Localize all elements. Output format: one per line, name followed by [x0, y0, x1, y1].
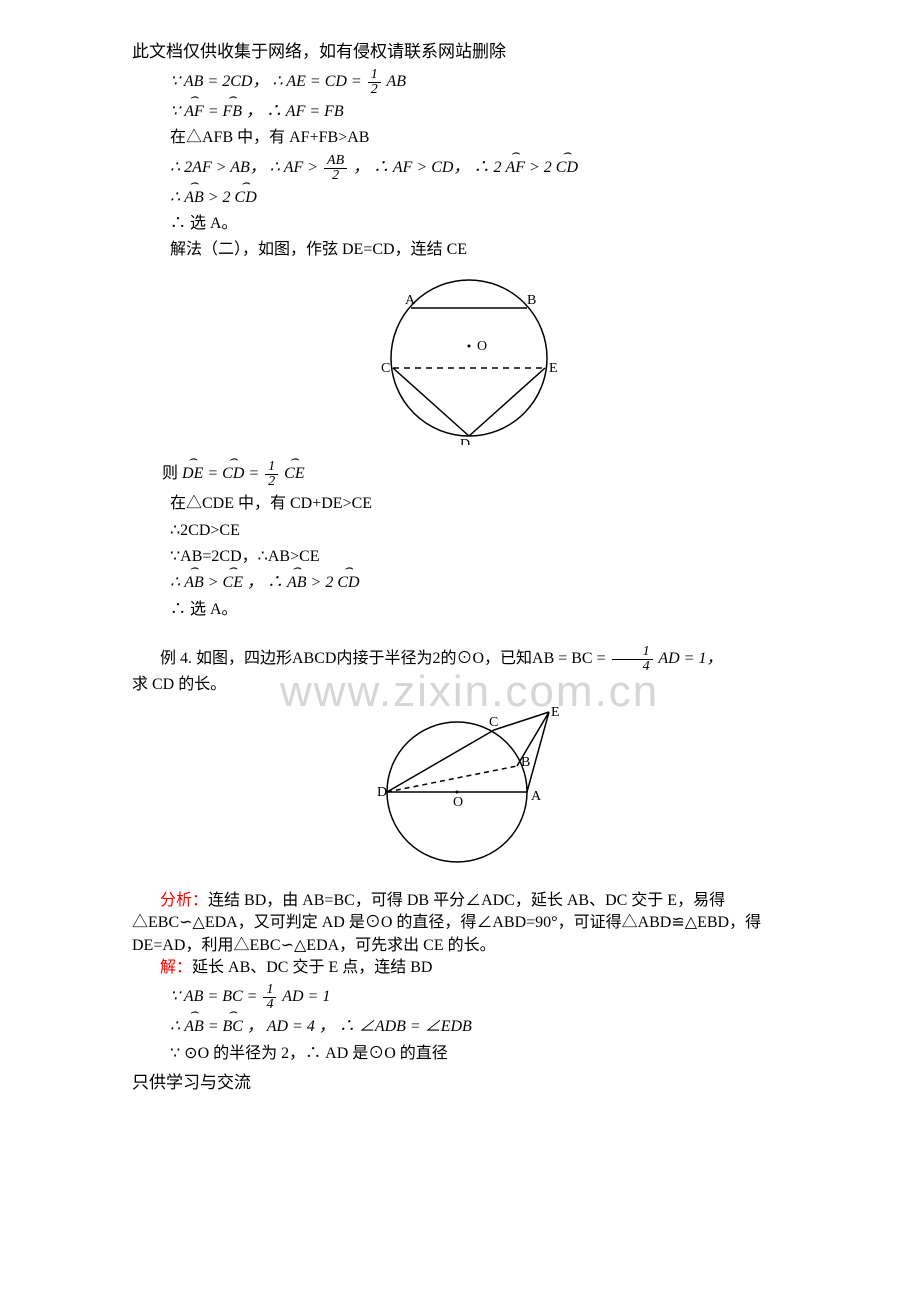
arc: BC — [223, 1016, 243, 1038]
svg-text:B: B — [521, 755, 530, 770]
fraction-quarter: 14 — [263, 983, 276, 1012]
fraction-quarter: 14 — [612, 645, 653, 674]
text: AD = 1 — [278, 989, 330, 1006]
math-line-5: ∴ AB > 2 CD — [170, 187, 805, 209]
text: 则 — [162, 465, 182, 482]
svg-text:O: O — [477, 339, 487, 354]
text: ∵ — [170, 103, 184, 120]
svg-text:D: D — [377, 785, 387, 800]
svg-text:A: A — [405, 293, 416, 308]
arc: DE — [182, 463, 203, 485]
analysis-block: 分析：连结 BD，由 AB=BC，可得 DB 平分∠ADC，延长 AB、DC 交… — [132, 890, 805, 957]
svg-text:C: C — [381, 361, 390, 376]
page-content: 此文档仅供收集于网络，如有侵权请联系网站删除 ∵ AB = 2CD， ∴ AE … — [0, 0, 920, 1115]
svg-text:E: E — [549, 361, 558, 376]
text: = — [203, 465, 222, 482]
text: ， ∴ AF = FB — [242, 103, 344, 120]
text: AB — [383, 73, 406, 90]
example-4: 例 4. 如图，四边形ABCD内接于半径为2的⊙O，已知AB = BC = 14… — [132, 645, 805, 696]
math-line-4: ∴ 2AF > AB， ∴ AF > AB2 ， ∴ AF > CD， ∴ 2 … — [170, 154, 805, 183]
text: ∴ — [170, 1018, 184, 1035]
arc: CD — [556, 157, 578, 179]
text: > 2 — [307, 574, 338, 591]
text: > 2 — [525, 159, 556, 176]
circle-diagram-2: D A B C E O — [349, 704, 589, 874]
solution-text: 延长 AB、DC 交于 E 点，连结 BD — [192, 959, 432, 976]
sol-line-1: ∵ AB = BC = 14 AD = 1 — [170, 983, 805, 1012]
text: ， AD = 4 ， ∴ ∠ADB = ∠EDB — [243, 1018, 472, 1035]
text: = — [204, 1018, 223, 1035]
text: = — [204, 103, 223, 120]
math-line-6: ∴ 选 A。 — [170, 213, 805, 235]
text: AD = 1， — [655, 650, 723, 667]
text: > 2 — [204, 189, 235, 206]
svg-text:C: C — [489, 715, 498, 730]
solution-block: 解：延长 AB、DC 交于 E 点，连结 BD — [132, 957, 805, 979]
math-line-7: 解法（二），如图，作弦 DE=CD，连结 CE — [170, 239, 805, 261]
arc: CD — [235, 187, 257, 209]
figure-1: A B C E D O — [132, 270, 805, 452]
arc: CD — [337, 572, 359, 594]
arc: AB — [184, 572, 204, 594]
text: > — [204, 574, 223, 591]
math-line-2: ∵ AF = FB ， ∴ AF = FB — [170, 101, 805, 123]
svg-text:D: D — [459, 437, 469, 445]
math-line-8: 则 DE = CD = 12 CE — [162, 460, 805, 489]
text: ， ∴ AF > CD， — [349, 159, 469, 176]
arc-fb: FB — [223, 101, 243, 123]
text: 例 4. 如图，四边形ABCD内接于半径为2的⊙O，已知AB = BC = — [160, 650, 610, 667]
text: ∵ AB = BC = — [170, 989, 261, 1006]
example-4-problem-2: 求 CD 的长。 — [132, 674, 805, 696]
fraction-half: 12 — [265, 460, 278, 489]
svg-text:O: O — [453, 795, 463, 810]
fraction-ab2: AB2 — [324, 154, 347, 183]
sol-line-2: ∴ AB = BC ， AD = 4 ， ∴ ∠ADB = ∠EDB — [170, 1016, 805, 1038]
text: ∴ — [170, 189, 184, 206]
arc: AF — [505, 157, 525, 179]
math-line-11: ∵AB=2CD，∴AB>CE — [170, 546, 805, 568]
arc: AB — [184, 187, 204, 209]
sol-line-3: ∵ ⊙O 的半径为 2，∴ AD 是⊙O 的直径 — [170, 1043, 805, 1065]
arc: AB — [287, 572, 307, 594]
figure-2: D A B C E O — [132, 704, 805, 881]
arc: CE — [223, 572, 243, 594]
text: ∴ 2AF > AB， — [170, 159, 266, 176]
text: ∴ AE = CD = — [272, 73, 365, 90]
text: ∴ — [170, 574, 184, 591]
arc: CE — [284, 463, 304, 485]
math-line-1: ∵ AB = 2CD， ∴ AE = CD = 12 AB — [170, 68, 805, 97]
text: ， ∴ — [243, 574, 287, 591]
example-4-problem: 例 4. 如图，四边形ABCD内接于半径为2的⊙O，已知AB = BC = 14… — [132, 645, 805, 674]
text: = — [244, 465, 263, 482]
solution-label: 解： — [160, 959, 192, 976]
svg-text:A: A — [531, 789, 542, 804]
analysis-label: 分析： — [160, 892, 208, 909]
arc-af: AF — [184, 101, 204, 123]
footer-note: 只供学习与交流 — [132, 1071, 805, 1095]
circle-diagram-1: A B C E D O — [359, 270, 579, 445]
svg-text:E: E — [551, 705, 560, 720]
math-line-12: ∴ AB > CE ， ∴ AB > 2 CD — [170, 572, 805, 594]
svg-text:B: B — [527, 293, 536, 308]
math-line-10: ∴2CD>CE — [170, 520, 805, 542]
header-note: 此文档仅供收集于网络，如有侵权请联系网站删除 — [132, 40, 805, 64]
math-line-9: 在△CDE 中，有 CD+DE>CE — [170, 493, 805, 515]
text: ∴ 2 — [473, 159, 505, 176]
text: ∴ AF > — [270, 159, 322, 176]
arc: AB — [184, 1016, 204, 1038]
math-line-3: 在△AFB 中，有 AF+FB>AB — [170, 127, 805, 149]
math-line-13: ∴ 选 A。 — [170, 599, 805, 621]
fraction-half: 12 — [368, 68, 381, 97]
analysis-text: 连结 BD，由 AB=BC，可得 DB 平分∠ADC，延长 AB、DC 交于 E… — [132, 892, 761, 954]
arc: CD — [222, 463, 244, 485]
text: ∵ AB = 2CD， — [170, 73, 268, 90]
